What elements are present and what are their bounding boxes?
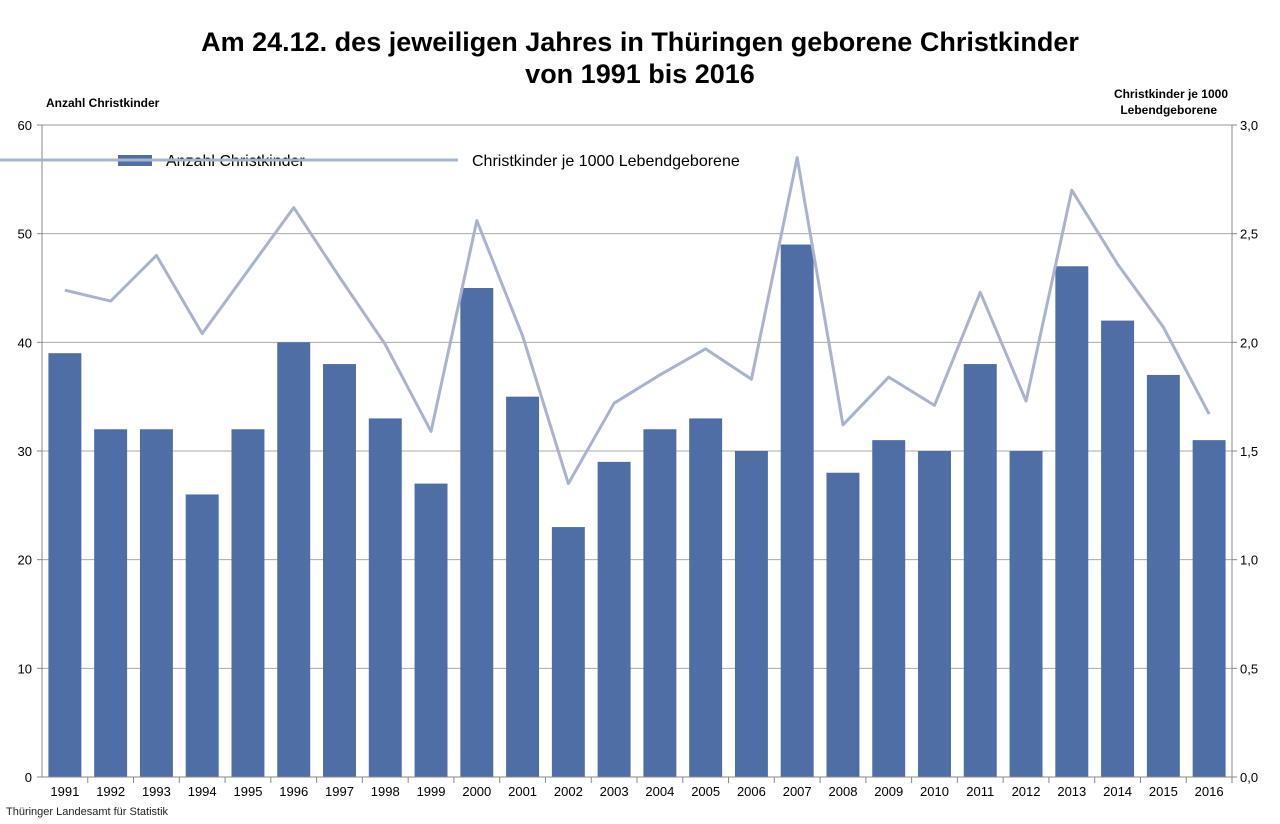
bar-2004 (643, 429, 677, 777)
bar-2011 (963, 364, 997, 777)
y-tick-label: 10 (18, 661, 32, 676)
x-tick-label: 1994 (188, 784, 217, 799)
y-tick-label: 60 (18, 118, 32, 133)
line-series (64, 156, 1211, 486)
x-tick-label: 2013 (1057, 784, 1086, 799)
x-tick-label: 2008 (829, 784, 858, 799)
x-tick-label: 2004 (645, 784, 674, 799)
y-tick-label: 0 (25, 770, 32, 785)
bar-2008 (826, 472, 860, 777)
x-tick-label: 2002 (554, 784, 583, 799)
y2-tick-label: 0,5 (1240, 661, 1258, 676)
bar-1998 (368, 418, 402, 777)
x-tick-label: 1996 (279, 784, 308, 799)
x-tick-label: 2012 (1012, 784, 1041, 799)
x-tick-label: 1997 (325, 784, 354, 799)
bar-1996 (277, 342, 311, 777)
x-tick-label: 2015 (1149, 784, 1178, 799)
bar-1992 (94, 429, 128, 777)
bar-2001 (506, 396, 540, 777)
y-axis-label: Anzahl Christkinder (46, 96, 160, 110)
bar-2015 (1146, 374, 1180, 777)
bar-2005 (689, 418, 723, 777)
x-tick-label: 1995 (234, 784, 263, 799)
y2-tick-label: 1,5 (1240, 444, 1258, 459)
bar-1994 (185, 494, 219, 777)
bar-1999 (414, 483, 448, 777)
bar-2006 (734, 451, 768, 777)
x-tick-label: 2014 (1103, 784, 1132, 799)
subtitle-line: von 1991 bis 2016 (525, 59, 755, 89)
bar-1993 (139, 429, 173, 777)
bar-2003 (597, 461, 631, 777)
y2-tick-label: 0,0 (1240, 770, 1258, 785)
bar-2012 (1009, 451, 1043, 777)
source-note: Thüringer Landesamt für Statistik (6, 806, 169, 818)
y-tick-label: 50 (18, 227, 32, 242)
x-tick-label: 1993 (142, 784, 171, 799)
x-tick-label: 2006 (737, 784, 766, 799)
bar-2014 (1101, 320, 1135, 777)
legend-line-label: Christkinder je 1000 Lebendgeborene (472, 153, 740, 170)
bar-2016 (1192, 440, 1226, 777)
y2-tick-label: 3,0 (1240, 118, 1258, 133)
x-tick-label: 2003 (600, 784, 629, 799)
y2-axis-label-2: Lebendgeborene (1120, 103, 1217, 117)
y-tick-label: 30 (18, 444, 32, 459)
x-tick-label: 2007 (783, 784, 812, 799)
y-tick-label: 20 (18, 553, 32, 568)
x-tick-label: 2010 (920, 784, 949, 799)
x-tick-label: 1991 (50, 784, 79, 799)
bar-2009 (872, 440, 906, 777)
bar-2007 (780, 244, 814, 778)
y2-tick-label: 2,0 (1240, 335, 1258, 350)
y-tick-label: 40 (18, 335, 32, 350)
bar-1997 (323, 364, 356, 777)
x-tick-label: 1998 (371, 784, 400, 799)
legend: Anzahl Christkinder Christkinder je 1000… (0, 153, 740, 170)
chart-title: Am 24.12. des jeweiligen Jahres in Thüri… (0, 26, 1280, 90)
title-line: Am 24.12. des jeweiligen Jahres in Thüri… (201, 27, 1079, 57)
bar-2010 (918, 451, 951, 777)
x-tick-label: 2009 (874, 784, 903, 799)
x-tick-label: 2011 (966, 784, 994, 799)
bar-1991 (48, 353, 82, 777)
y2-axis-label-1: Christkinder je 1000 (1114, 87, 1228, 101)
bar-2002 (551, 527, 585, 777)
x-tick-label: 2016 (1195, 784, 1224, 799)
y2-tick-label: 1,0 (1240, 553, 1258, 568)
x-tick-label: 2001 (508, 784, 537, 799)
bar-1995 (231, 429, 265, 777)
bar-2000 (460, 288, 494, 777)
x-tick-label: 2005 (691, 784, 720, 799)
x-tick-label: 1992 (96, 784, 125, 799)
x-tick-label: 2000 (462, 784, 491, 799)
y2-tick-label: 2,5 (1240, 227, 1258, 242)
bar-2013 (1055, 266, 1089, 777)
x-tick-label: 1999 (417, 784, 446, 799)
